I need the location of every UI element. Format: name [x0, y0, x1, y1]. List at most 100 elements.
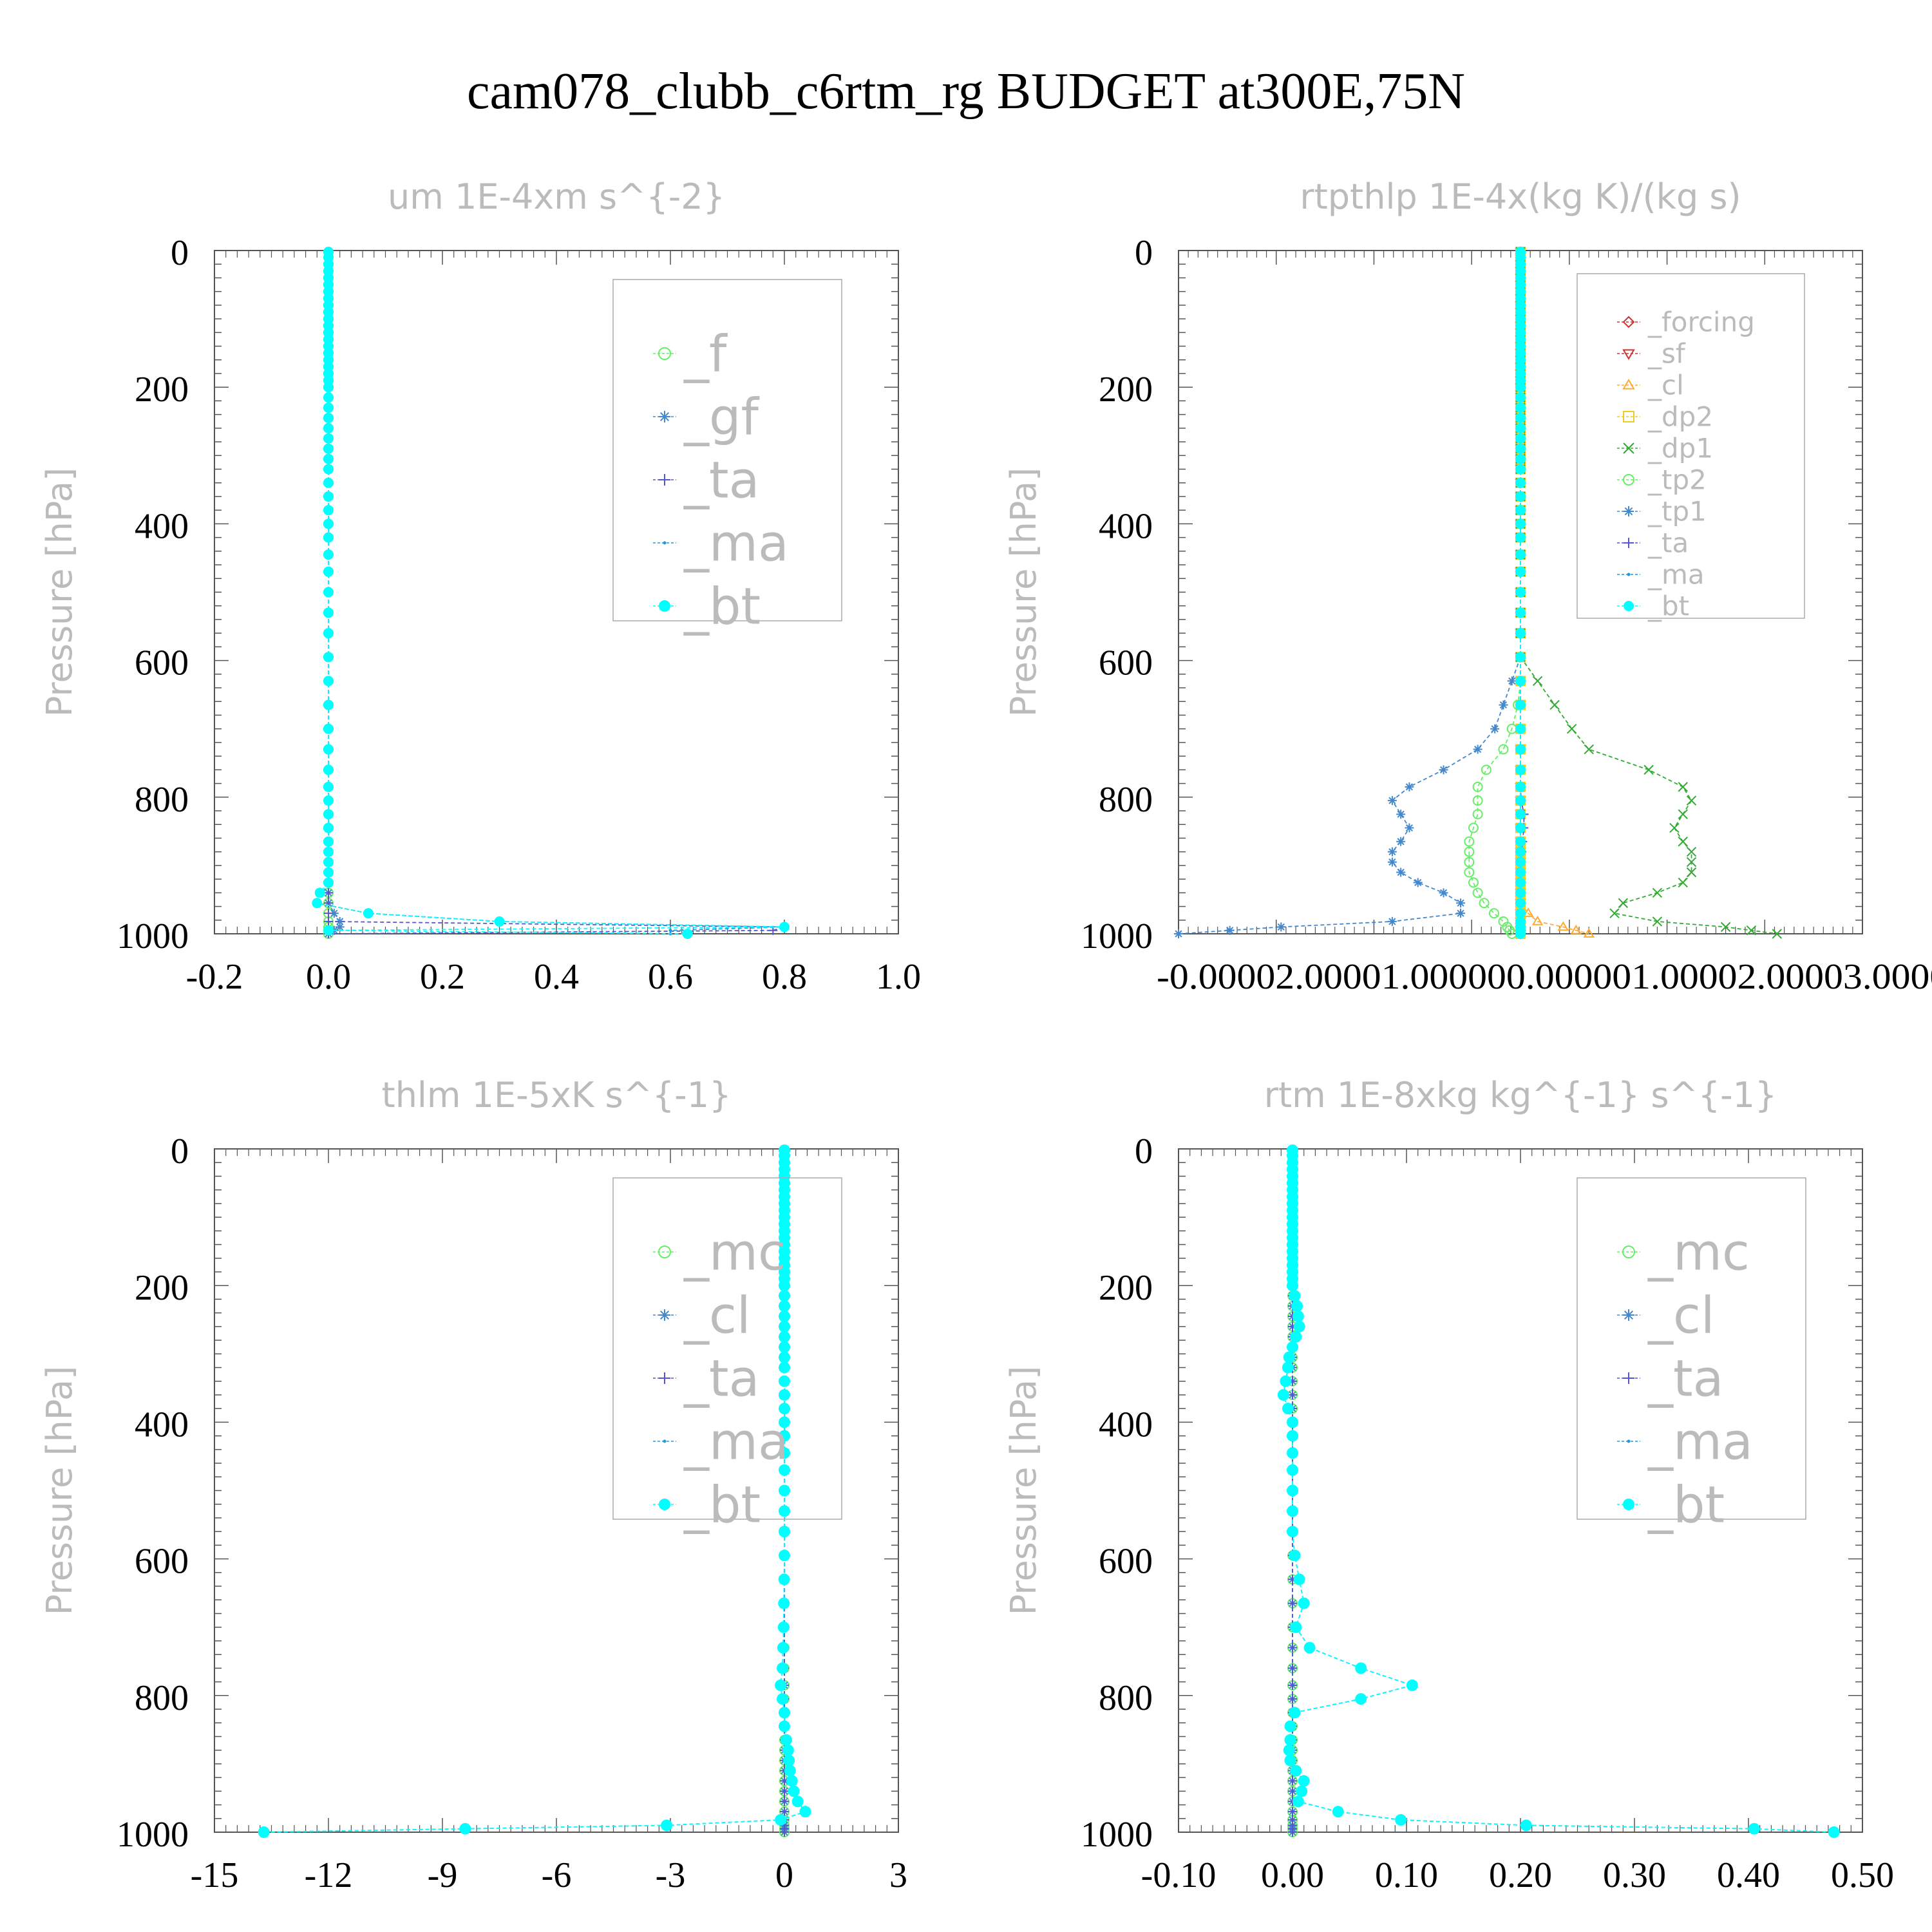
- point-_dp1: [1566, 723, 1577, 734]
- x-tick-label: 0.10: [1375, 1855, 1438, 1895]
- point-_ta: [1288, 1786, 1297, 1796]
- x-tick-label: -12: [305, 1855, 353, 1895]
- y-tick-label: 1000: [1081, 1815, 1153, 1855]
- point-_ta: [324, 909, 333, 918]
- point-_ma: [668, 929, 672, 933]
- legend-label: _ma: [683, 1413, 789, 1471]
- point-_bt: [1515, 628, 1526, 639]
- point-_tp1: [1499, 700, 1508, 710]
- point-_bt: [1293, 1573, 1305, 1586]
- point-_bt: [323, 382, 334, 393]
- legend: _mc_cl_ta_ma_bt: [1577, 1177, 1806, 1534]
- point-_bt: [323, 809, 334, 820]
- point-_bt: [323, 392, 334, 403]
- x-tick-labels: -0.00002.00001.000000.000001.00002.00003…: [1157, 957, 1932, 997]
- x-tick-label: 3: [889, 1855, 907, 1895]
- legend-marker: [1623, 411, 1634, 422]
- point-_bt: [1515, 723, 1526, 734]
- point-_bt: [779, 1300, 790, 1312]
- legend-marker: [1623, 474, 1634, 486]
- plot-frame: [214, 1148, 899, 1833]
- point-_bt: [323, 505, 334, 516]
- point-_bt: [323, 491, 334, 502]
- legend-label: _tp2: [1647, 464, 1707, 496]
- point-_bt: [1748, 1823, 1760, 1835]
- point-_tp1: [1396, 810, 1406, 819]
- point-_bt: [323, 587, 334, 598]
- point-_tp1: [1473, 744, 1482, 754]
- point-_bt: [1515, 453, 1526, 464]
- point-_bt: [323, 402, 334, 413]
- panel-title: thlm 1E-5xK s^{-1}: [382, 1075, 732, 1115]
- point-_bt: [1287, 1341, 1298, 1353]
- point-_bt: [323, 477, 334, 488]
- y-tick-label: 1000: [1081, 916, 1153, 956]
- point-_ta: [324, 888, 333, 898]
- point-_bt: [1292, 1310, 1304, 1322]
- x-tick-label: 0.50: [1831, 1855, 1894, 1895]
- point-_tp1: [1456, 909, 1466, 918]
- point-_bt: [661, 1819, 673, 1832]
- point-_bt: [1515, 846, 1526, 857]
- point-_bt: [779, 1447, 790, 1459]
- point-_dp1: [1584, 744, 1594, 755]
- point-_bt: [1515, 392, 1526, 403]
- series-group: [1174, 246, 1782, 940]
- x-tick-label: -9: [428, 1855, 458, 1895]
- x-tick-label: 0.8: [762, 957, 807, 997]
- point-_dp1: [1549, 699, 1560, 710]
- point-_bt: [1293, 1320, 1305, 1332]
- point-_bt: [1515, 764, 1526, 775]
- point-_cl: [1583, 928, 1595, 938]
- point-_ta: [1288, 1776, 1297, 1786]
- point-_bt: [1515, 566, 1526, 577]
- point-_bt: [780, 1734, 792, 1746]
- point-_bt: [323, 764, 334, 775]
- point-_bt: [323, 566, 334, 577]
- point-_bt: [323, 877, 334, 888]
- legend: _mc_cl_ta_ma_bt: [612, 1177, 842, 1534]
- point-_tp1: [1387, 916, 1397, 926]
- point-_bt: [1515, 781, 1526, 792]
- point-_bt: [779, 1375, 790, 1387]
- point-_bt: [1515, 898, 1526, 909]
- y-tick-label: 600: [1099, 1542, 1153, 1582]
- legend-marker: [659, 600, 670, 612]
- point-_bt: [323, 628, 334, 639]
- point-_bt: [777, 1693, 789, 1705]
- y-axis-label: Pressure [hPa]: [1003, 1366, 1044, 1615]
- point-_bt: [1515, 477, 1526, 488]
- y-tick-label: 600: [135, 1542, 189, 1582]
- point-_gf: [329, 909, 339, 918]
- point-_bt: [1283, 1351, 1295, 1363]
- point-_bt: [791, 1795, 804, 1808]
- legend-marker: [1624, 506, 1634, 516]
- panel-4: 0 200 400 600 800 1000-0.10 0.00 0.10 0.20 0.30 0.…: [1003, 1075, 1894, 1895]
- point-_tp2: [1464, 857, 1475, 867]
- point-_bt: [323, 857, 334, 867]
- point-_bt: [1515, 652, 1526, 663]
- point-_bt: [1289, 1290, 1301, 1302]
- point-_bt: [1515, 887, 1526, 898]
- legend-label: _ta: [1647, 527, 1689, 559]
- legend-frame: [612, 1177, 842, 1520]
- point-_bt: [1287, 1447, 1298, 1459]
- point-_bt: [1515, 676, 1526, 687]
- point-_bt: [1515, 607, 1526, 618]
- point-_tp1: [1439, 765, 1448, 775]
- point-_bt: [779, 1720, 790, 1732]
- point-_bt: [1515, 443, 1526, 454]
- x-tick-label: 0.6: [648, 957, 693, 997]
- point-_bt: [1287, 1280, 1298, 1292]
- x-tick-label: -0.2: [186, 957, 243, 997]
- series-_cl-line: [1520, 252, 1589, 934]
- y-tick-label: 200: [1099, 1268, 1153, 1308]
- point-_bt: [1355, 1693, 1367, 1705]
- point-_tp2: [1479, 898, 1490, 909]
- point-_bt: [1515, 877, 1526, 888]
- legend-marker: [1627, 1439, 1631, 1443]
- point-_bt: [1277, 1388, 1289, 1401]
- point-_bt: [323, 433, 334, 444]
- y-tick-label: 400: [1099, 1405, 1153, 1444]
